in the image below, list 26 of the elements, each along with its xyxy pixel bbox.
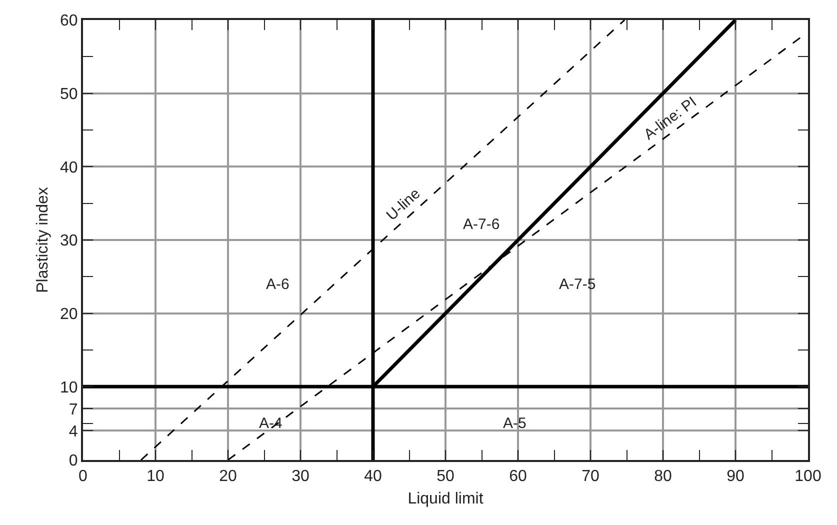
x-tick-label: 70 (582, 468, 600, 486)
y-tick-label: 50 (60, 86, 78, 103)
x-tick-label: 50 (436, 468, 454, 486)
y-tick-label: 0 (68, 452, 78, 470)
x-tick-label: 100 (794, 468, 822, 486)
y-tick-label: 20 (60, 306, 78, 323)
x-tick-label: 20 (219, 468, 237, 486)
x-tick-label: 40 (364, 468, 382, 486)
y-tick-label: 4 (68, 423, 78, 440)
x-tick-label: 80 (654, 468, 672, 486)
annotation: A-6 (266, 276, 290, 293)
y-tick-label: 60 (60, 12, 78, 30)
x-axis-title: Liquid limit (408, 490, 484, 508)
y-axis-title: Plasticity index (34, 187, 52, 293)
x-tick-label: 30 (292, 468, 310, 486)
x-tick-label: 60 (509, 468, 527, 486)
annotation: A-5 (503, 415, 526, 432)
annotation: A-7-5 (559, 276, 596, 293)
y-tick-label: 40 (60, 159, 78, 176)
x-tick-label: 10 (146, 468, 164, 486)
x-tick-label: 90 (726, 468, 744, 486)
annotation: A-4 (259, 415, 282, 432)
y-tick-label: 7 (68, 401, 78, 418)
y-tick-label: 10 (60, 379, 78, 396)
y-tick-label: 30 (60, 232, 78, 250)
annotation: A-7-6 (463, 216, 500, 233)
